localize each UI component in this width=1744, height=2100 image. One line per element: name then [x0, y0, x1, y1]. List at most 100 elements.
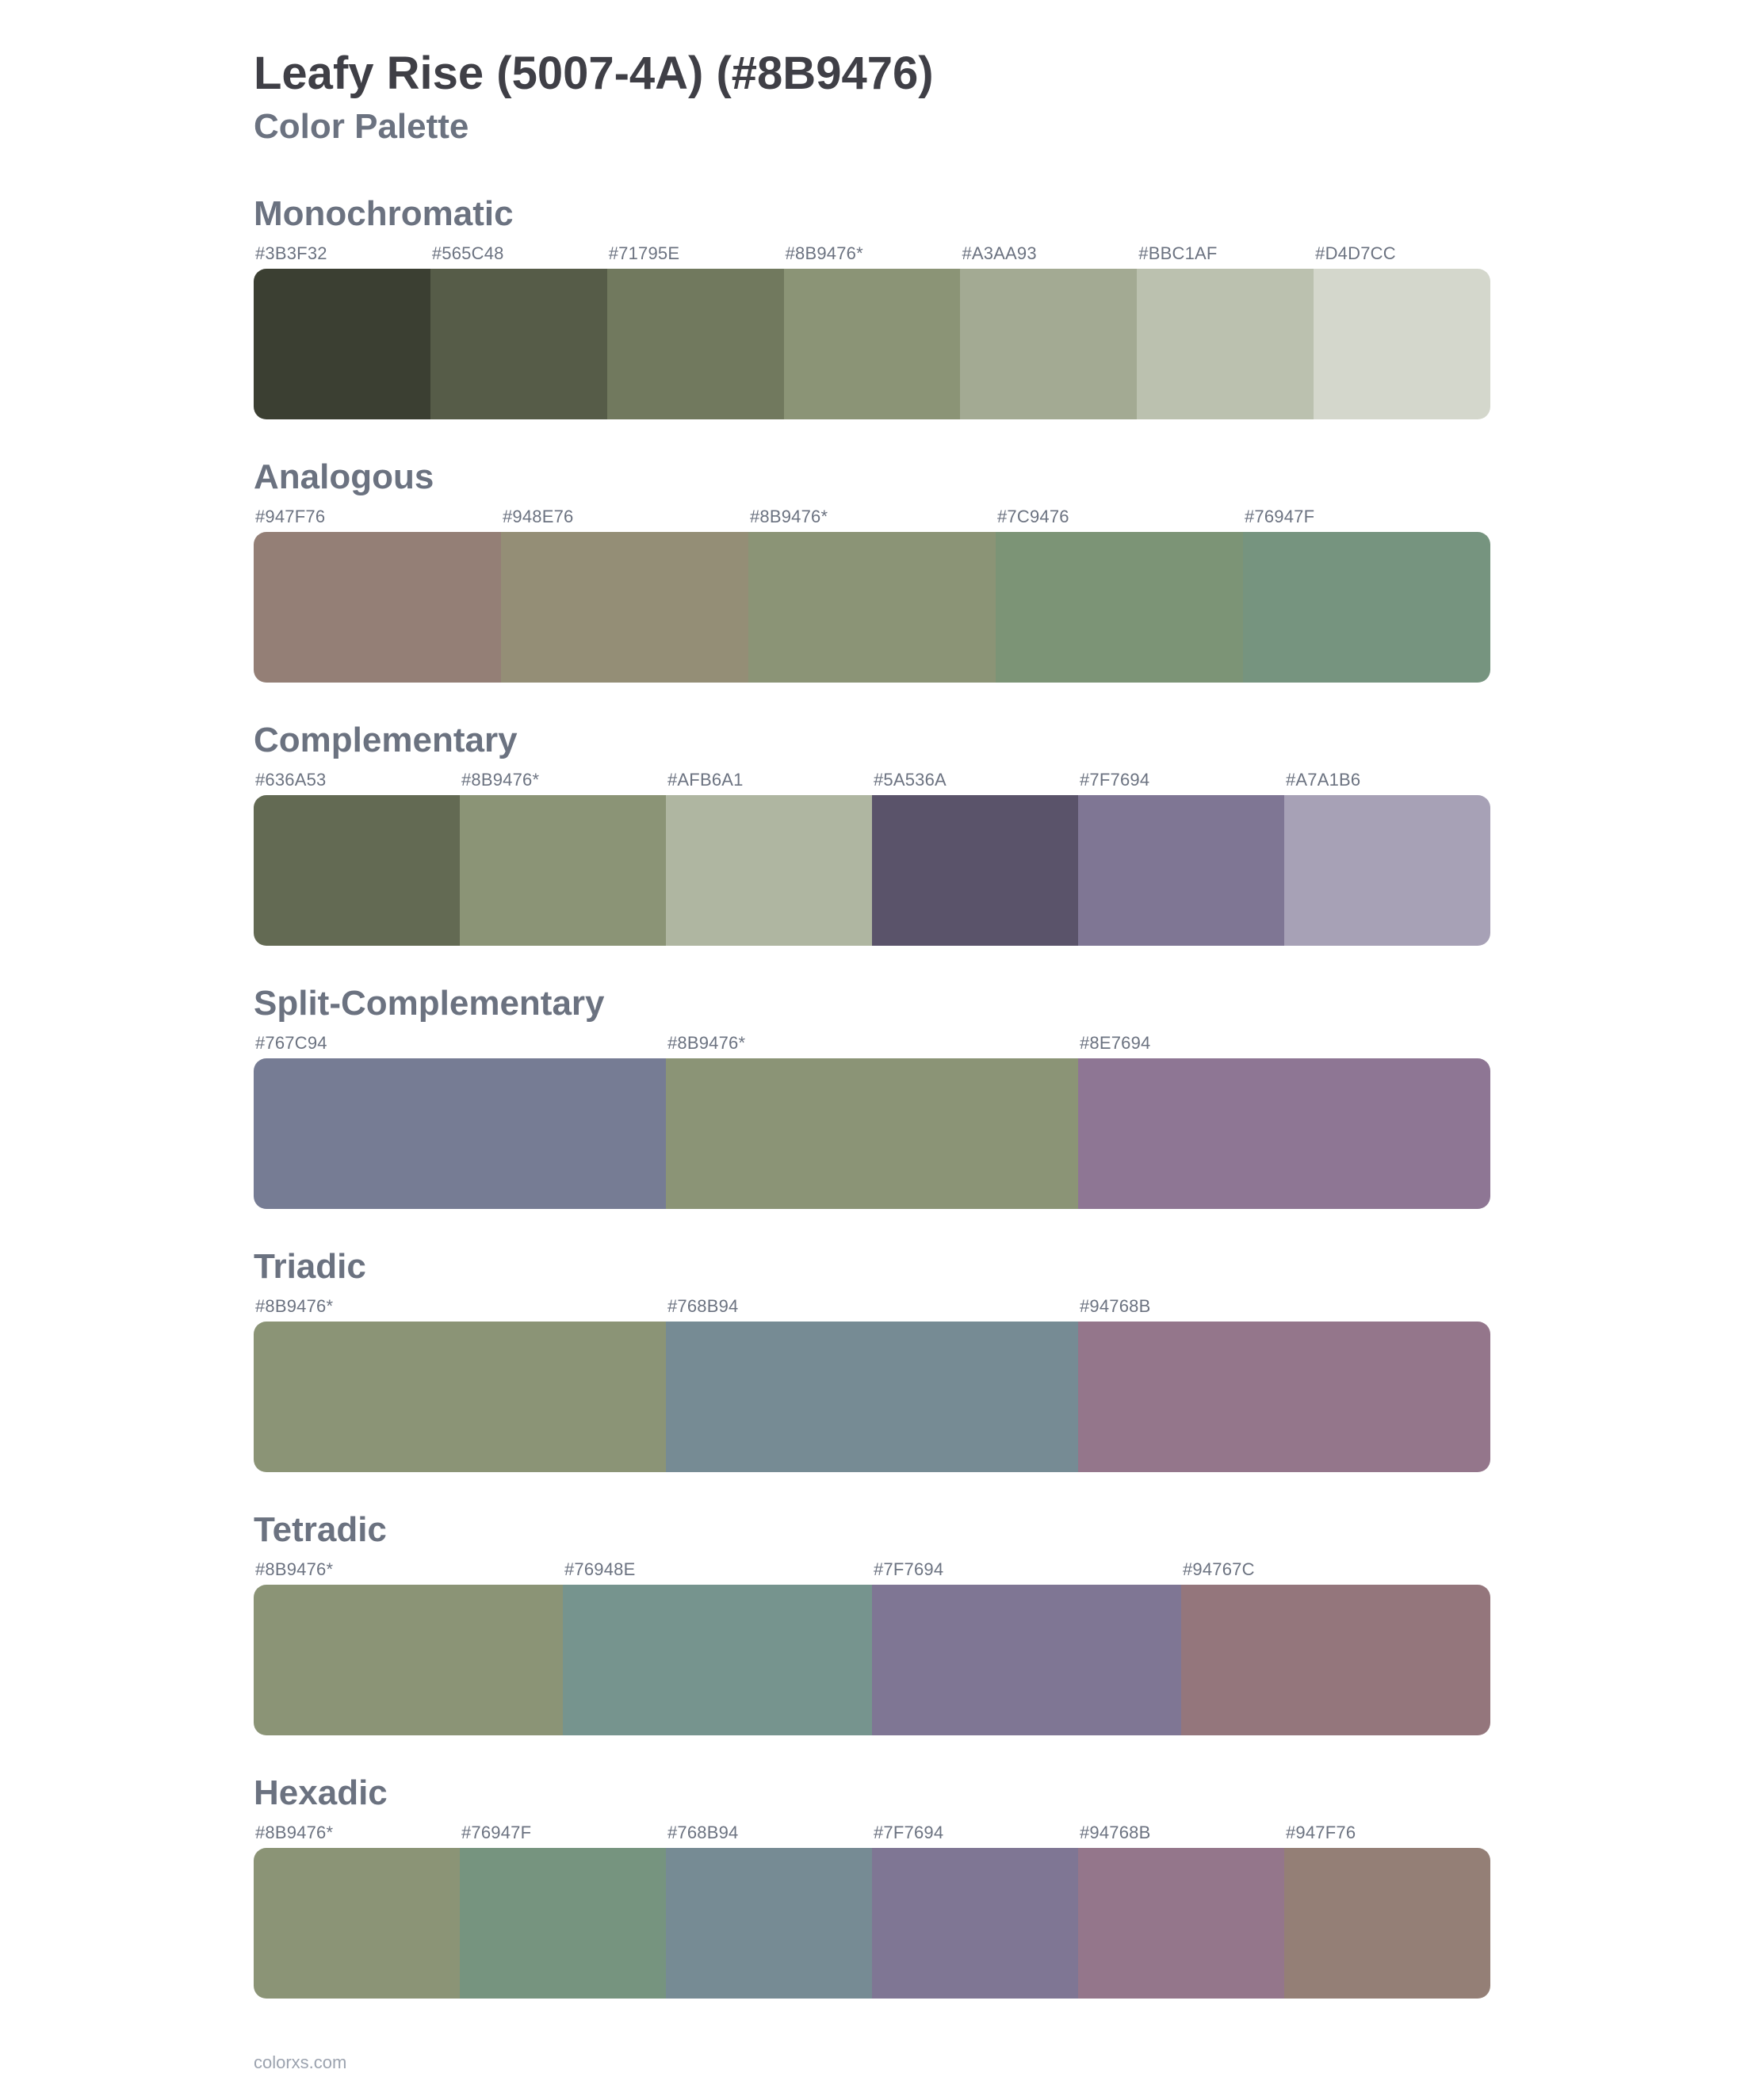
swatch-label: #94767C	[1181, 1559, 1490, 1585]
swatch-item: #8B9476*	[254, 1296, 666, 1472]
palette-page: Leafy Rise (5007-4A) (#8B9476) Color Pal…	[0, 0, 1744, 2100]
color-swatch[interactable]	[254, 269, 430, 419]
swatch-item: #565C48	[430, 243, 607, 419]
swatch-label: #8B9476*	[666, 1033, 1078, 1058]
swatch-label: #A3AA93	[960, 243, 1137, 269]
swatch-group: #8B9476*#76948E#7F7694#94767C	[254, 1559, 1490, 1735]
swatch-label: #636A53	[254, 770, 460, 795]
color-swatch[interactable]	[1078, 1322, 1490, 1472]
swatch-label: #7F7694	[1078, 770, 1284, 795]
color-swatch[interactable]	[254, 1848, 460, 1999]
color-swatch[interactable]	[563, 1585, 872, 1735]
color-swatch[interactable]	[666, 1058, 1078, 1209]
swatch-label: #76947F	[460, 1823, 666, 1848]
section-hexadic: Hexadic#8B9476*#76947F#768B94#7F7694#947…	[254, 1773, 1490, 1999]
section-title: Complementary	[254, 721, 1490, 760]
swatch-item: #94768B	[1078, 1823, 1284, 1999]
swatch-item: #7F7694	[1078, 770, 1284, 946]
swatch-item: #76947F	[1243, 507, 1490, 683]
color-swatch[interactable]	[996, 532, 1243, 683]
swatch-item: #768B94	[666, 1296, 1078, 1472]
color-swatch[interactable]	[1314, 269, 1490, 419]
swatch-label: #947F76	[254, 507, 501, 532]
color-swatch[interactable]	[960, 269, 1137, 419]
color-swatch[interactable]	[254, 1585, 563, 1735]
swatch-label: #8B9476*	[254, 1296, 666, 1322]
swatch-item: #8B9476*	[254, 1559, 563, 1735]
section-title: Monochromatic	[254, 194, 1490, 234]
swatch-label: #D4D7CC	[1314, 243, 1490, 269]
swatch-label: #8B9476*	[254, 1823, 460, 1848]
color-swatch[interactable]	[1078, 1848, 1284, 1999]
swatch-label: #767C94	[254, 1033, 666, 1058]
page-subtitle: Color Palette	[254, 107, 1490, 147]
color-swatch[interactable]	[1137, 269, 1314, 419]
color-swatch[interactable]	[748, 532, 996, 683]
swatch-item: #BBC1AF	[1137, 243, 1314, 419]
swatch-item: #76948E	[563, 1559, 872, 1735]
swatch-label: #94768B	[1078, 1823, 1284, 1848]
swatch-label: #8B9476*	[460, 770, 666, 795]
swatch-item: #94768B	[1078, 1296, 1490, 1472]
color-swatch[interactable]	[254, 1322, 666, 1472]
swatch-label: #AFB6A1	[666, 770, 872, 795]
color-swatch[interactable]	[254, 1058, 666, 1209]
swatch-label: #947F76	[1284, 1823, 1490, 1848]
swatch-group: #947F76#948E76#8B9476*#7C9476#76947F	[254, 507, 1490, 683]
color-swatch[interactable]	[1078, 795, 1284, 946]
swatch-item: #8B9476*	[666, 1033, 1078, 1209]
swatch-item: #AFB6A1	[666, 770, 872, 946]
sections-container: Monochromatic #3B3F32#565C48#71795E#8B947…	[254, 194, 1490, 1999]
color-swatch[interactable]	[666, 795, 872, 946]
color-swatch[interactable]	[666, 1848, 872, 1999]
color-swatch[interactable]	[872, 795, 1078, 946]
swatch-item: #8B9476*	[748, 507, 996, 683]
color-swatch[interactable]	[1243, 532, 1490, 683]
color-swatch[interactable]	[784, 269, 961, 419]
swatch-label: #3B3F32	[254, 243, 430, 269]
section-title: Analogous	[254, 457, 1490, 497]
color-swatch[interactable]	[254, 532, 501, 683]
swatch-item: #7F7694	[872, 1559, 1181, 1735]
swatch-group: #3B3F32#565C48#71795E#8B9476*#A3AA93#BBC…	[254, 243, 1490, 419]
color-swatch[interactable]	[430, 269, 607, 419]
swatch-label: #768B94	[666, 1823, 872, 1848]
swatch-group: #8B9476*#768B94#94768B	[254, 1296, 1490, 1472]
swatch-label: #BBC1AF	[1137, 243, 1314, 269]
swatch-item: #947F76	[254, 507, 501, 683]
swatch-item: #3B3F32	[254, 243, 430, 419]
swatch-item: #76947F	[460, 1823, 666, 1999]
swatch-group: #767C94#8B9476*#8E7694	[254, 1033, 1490, 1209]
color-swatch[interactable]	[1284, 1848, 1490, 1999]
page-title: Leafy Rise (5007-4A) (#8B9476)	[254, 48, 1490, 101]
color-swatch[interactable]	[607, 269, 784, 419]
footer-attribution: colorxs.com	[254, 2052, 346, 2073]
swatch-item: #767C94	[254, 1033, 666, 1209]
color-swatch[interactable]	[1078, 1058, 1490, 1209]
color-swatch[interactable]	[872, 1585, 1181, 1735]
color-swatch[interactable]	[460, 795, 666, 946]
swatch-label: #7C9476	[996, 507, 1243, 532]
color-swatch[interactable]	[666, 1322, 1078, 1472]
color-swatch[interactable]	[872, 1848, 1078, 1999]
swatch-label: #8B9476*	[254, 1559, 563, 1585]
swatch-item: #8E7694	[1078, 1033, 1490, 1209]
color-swatch[interactable]	[1181, 1585, 1490, 1735]
swatch-label: #8B9476*	[748, 507, 996, 532]
color-swatch[interactable]	[254, 795, 460, 946]
color-swatch[interactable]	[460, 1848, 666, 1999]
swatch-group: #8B9476*#76947F#768B94#7F7694#94768B#947…	[254, 1823, 1490, 1999]
swatch-label: #76948E	[563, 1559, 872, 1585]
swatch-item: #5A536A	[872, 770, 1078, 946]
swatch-item: #7C9476	[996, 507, 1243, 683]
swatch-label: #94768B	[1078, 1296, 1490, 1322]
section-monochromatic: Monochromatic #3B3F32#565C48#71795E#8B947…	[254, 194, 1490, 419]
swatch-item: #768B94	[666, 1823, 872, 1999]
color-swatch[interactable]	[1284, 795, 1490, 946]
section-title: Triadic	[254, 1247, 1490, 1287]
section-title: Hexadic	[254, 1773, 1490, 1813]
swatch-item: #A3AA93	[960, 243, 1137, 419]
color-swatch[interactable]	[501, 532, 748, 683]
swatch-label: #7F7694	[872, 1823, 1078, 1848]
swatch-label: #565C48	[430, 243, 607, 269]
